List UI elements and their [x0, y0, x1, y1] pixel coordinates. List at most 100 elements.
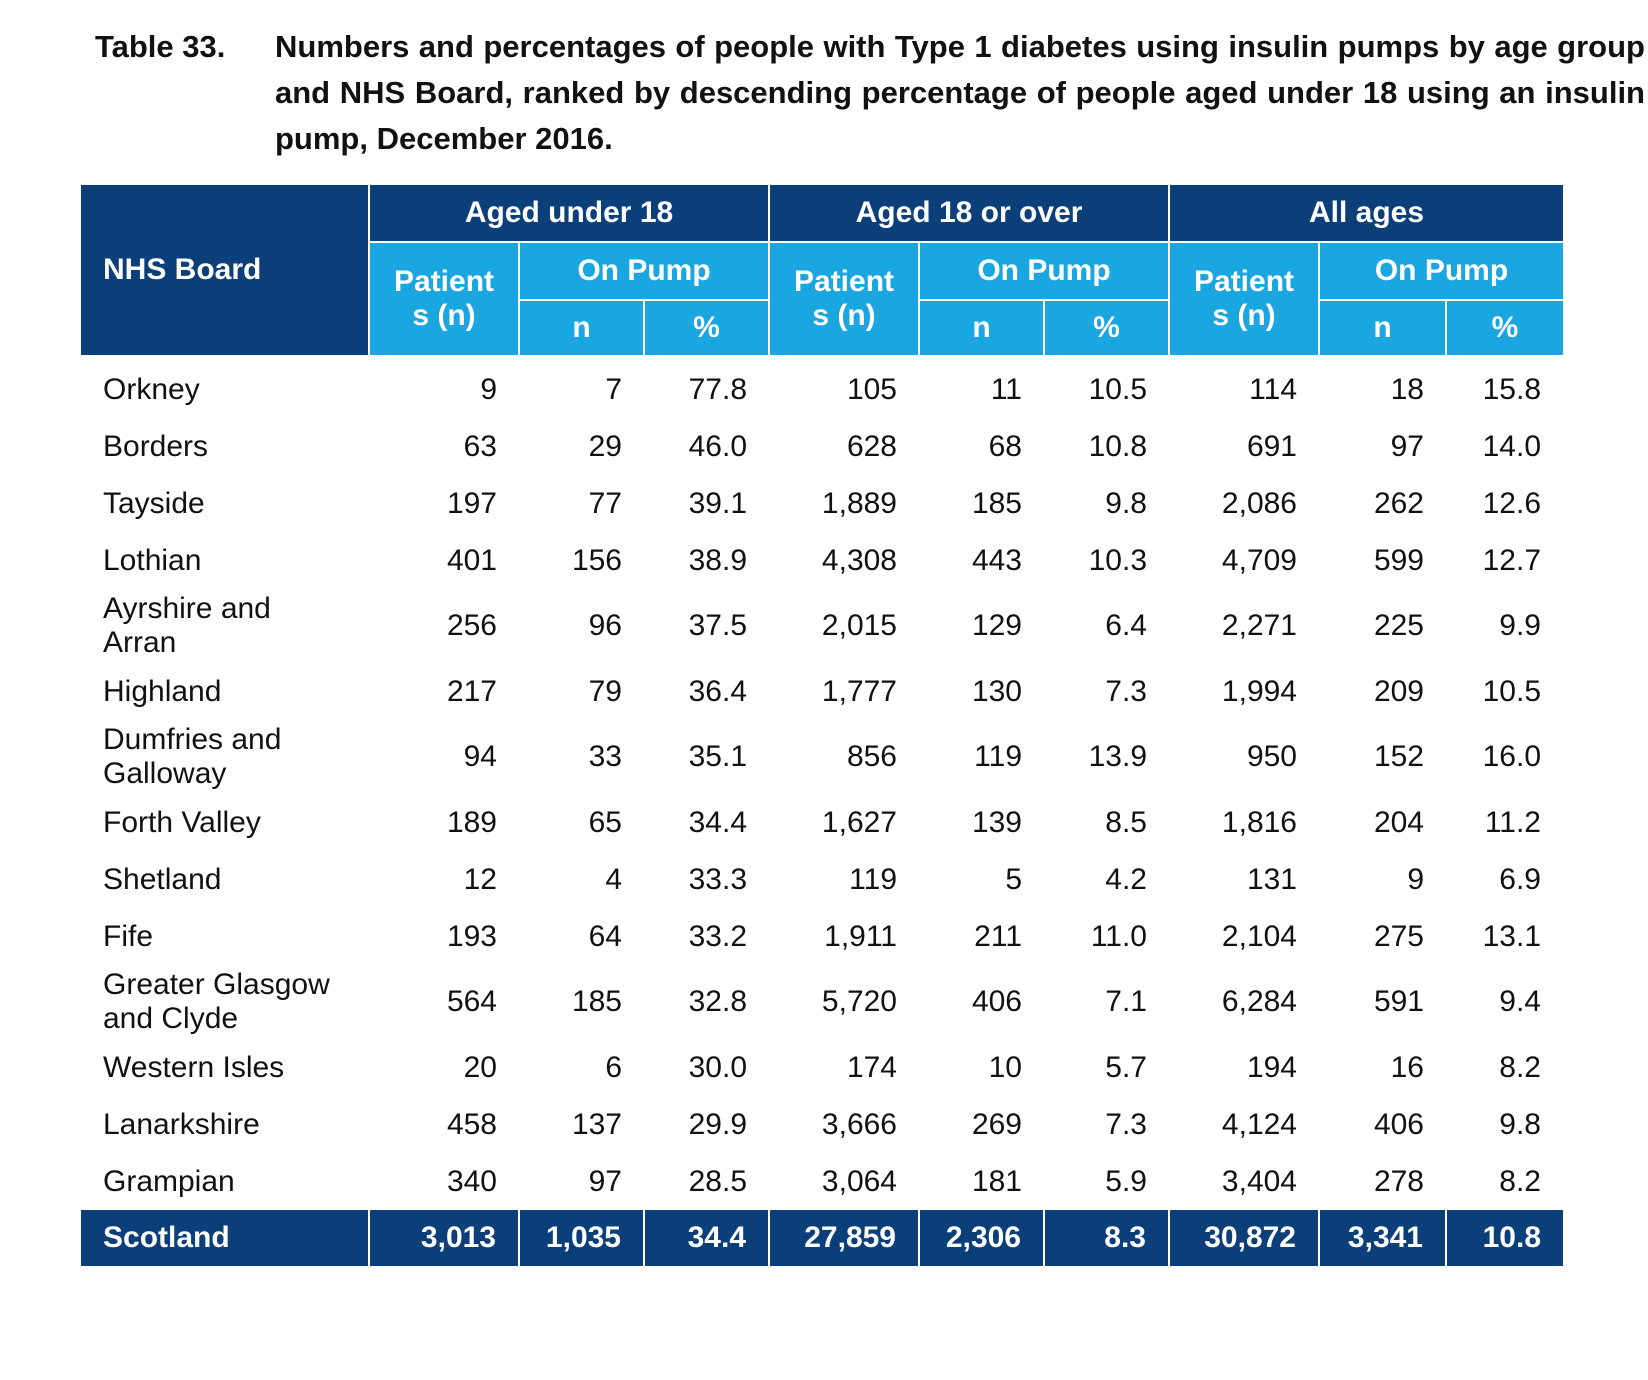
- board-name: Orkney: [103, 372, 200, 406]
- table-row: Borders 63 29 46.0 628 68 10.8 691 97 14.0: [81, 418, 1563, 475]
- table-cell: 5: [1005, 862, 1022, 896]
- table-cell: 197: [446, 486, 497, 520]
- table-cell: 204: [1373, 805, 1424, 839]
- table-cell: 64: [588, 919, 622, 953]
- table-cell: 3,666: [821, 1107, 897, 1141]
- table-cell: 131: [1246, 862, 1297, 896]
- header-pct-18-over: %: [1043, 299, 1169, 355]
- table-row: Lanarkshire 458 137 29.9 3,666 269 7.3 4,124 406…: [81, 1096, 1563, 1153]
- header-patients-all-ages: Patient s (n): [1168, 241, 1319, 355]
- table-cell: 119: [974, 740, 1022, 773]
- table-cell: 6,284: [1221, 985, 1297, 1018]
- diabetes-pump-table: NHS Board Aged under 18 Aged 18 or over …: [81, 185, 1563, 1266]
- table-number: Table 33.: [95, 29, 226, 64]
- table-cell: 950: [1246, 740, 1297, 773]
- table-cell: 9: [480, 372, 497, 406]
- header-nhs-board: NHS Board: [81, 185, 369, 355]
- table-cell: 33.2: [688, 919, 747, 953]
- table-title: Numbers and percentages of people with T…: [275, 29, 1645, 156]
- table-header: NHS Board Aged under 18 Aged 18 or over …: [81, 185, 1563, 355]
- table-row: Greater Glasgow and Clyde 564 185 32.8 5,720 4…: [81, 965, 1563, 1039]
- table-cell: 2,015: [821, 609, 897, 642]
- board-name: Lothian: [103, 543, 202, 577]
- table-cell: 12: [463, 862, 497, 896]
- header-group-all-ages: All ages: [1168, 185, 1563, 242]
- board-name: Grampian: [103, 1164, 235, 1198]
- table-cell: 181: [971, 1164, 1022, 1198]
- table-cell: 4,124: [1221, 1107, 1297, 1141]
- table-cell: 269: [971, 1107, 1022, 1141]
- header-n-18-over: n: [918, 299, 1044, 355]
- table-cell: 13.1: [1482, 919, 1541, 953]
- table-cell: 28.5: [688, 1164, 747, 1198]
- table-cell: 4: [605, 862, 622, 896]
- total-cell: 30,872: [1168, 1210, 1319, 1266]
- table-cell: 10.5: [1088, 372, 1147, 406]
- table-cell: 7: [605, 372, 622, 406]
- table-cell: 8.5: [1105, 805, 1147, 839]
- table-cell: 3,064: [821, 1164, 897, 1198]
- total-cell: 3,341: [1318, 1210, 1446, 1266]
- table-cell: 10: [988, 1050, 1022, 1084]
- table-cell: 97: [588, 1164, 622, 1198]
- table-cell: 256: [446, 609, 497, 642]
- table-cell: 6: [605, 1050, 622, 1084]
- table-cell: 193: [446, 919, 497, 953]
- table-cell: 12.6: [1482, 486, 1541, 520]
- table-cell: 5.9: [1105, 1164, 1147, 1198]
- table-cell: 340: [446, 1164, 497, 1198]
- header-pct-all-ages: %: [1445, 299, 1563, 355]
- table-cell: 225: [1373, 609, 1424, 642]
- table-cell: 443: [971, 543, 1022, 577]
- table-cell: 1,627: [821, 805, 897, 839]
- table-cell: 1,889: [821, 486, 897, 520]
- board-name: Western Isles: [103, 1050, 285, 1084]
- table-cell: 6.4: [1105, 609, 1147, 642]
- table-cell: 209: [1373, 674, 1424, 708]
- table-cell: 1,911: [824, 919, 897, 953]
- table-cell: 4,308: [821, 543, 897, 577]
- table-cell: 217: [446, 674, 497, 708]
- header-patients-18-over: Patient s (n): [768, 241, 919, 355]
- table-cell: 10.8: [1088, 429, 1147, 463]
- table-cell: 32.8: [688, 985, 747, 1018]
- table-cell: 139: [971, 805, 1022, 839]
- table-cell: 105: [846, 372, 897, 406]
- board-name: Greater Glasgow and Clyde: [103, 968, 330, 1035]
- table-cell: 564: [446, 985, 497, 1018]
- table-cell: 194: [1246, 1050, 1297, 1084]
- table-cell: 11: [990, 372, 1022, 406]
- total-cell: 34.4: [643, 1210, 769, 1266]
- table-cell: 10.5: [1482, 674, 1541, 708]
- table-cell: 97: [1390, 429, 1424, 463]
- header-on-pump-18-over: On Pump: [918, 241, 1169, 300]
- table-cell: 262: [1373, 486, 1424, 520]
- table-cell: 96: [588, 609, 622, 642]
- table-row: Orkney 9 7 77.8 105 11 10.5 114 18 15.8: [81, 355, 1563, 418]
- total-row: Scotland 3,013 1,035 34.4 27,859 2,306 8…: [81, 1210, 1563, 1266]
- table-body: Orkney 9 7 77.8 105 11 10.5 114 18 15.8 Borders 63 2…: [81, 355, 1563, 1210]
- table-cell: 278: [1373, 1164, 1424, 1198]
- table-cell: 7.1: [1105, 985, 1147, 1018]
- table-cell: 79: [588, 674, 622, 708]
- table-row: Forth Valley 189 65 34.4 1,627 139 8.5 1,816 204…: [81, 794, 1563, 851]
- table-cell: 10.3: [1088, 543, 1147, 577]
- table-cell: 16.0: [1482, 740, 1541, 773]
- table-cell: 37.5: [688, 609, 747, 642]
- board-name: Highland: [103, 674, 222, 708]
- table-cell: 406: [971, 985, 1022, 1018]
- total-cell: 1,035: [518, 1210, 644, 1266]
- table-cell: 38.9: [688, 543, 747, 577]
- table-cell: 599: [1373, 543, 1424, 577]
- table-cell: 591: [1373, 985, 1424, 1018]
- board-name: Ayrshire and Arran: [103, 592, 271, 659]
- board-name: Fife: [103, 919, 154, 953]
- table-cell: 20: [463, 1050, 497, 1084]
- table-cell: 185: [571, 985, 622, 1018]
- header-patients-under-18: Patient s (n): [368, 241, 519, 355]
- board-name: Shetland: [103, 862, 222, 896]
- table-cell: 5,720: [821, 985, 897, 1018]
- table-cell: 691: [1246, 429, 1297, 463]
- board-name: Borders: [103, 429, 209, 463]
- table-cell: 8.2: [1499, 1164, 1541, 1198]
